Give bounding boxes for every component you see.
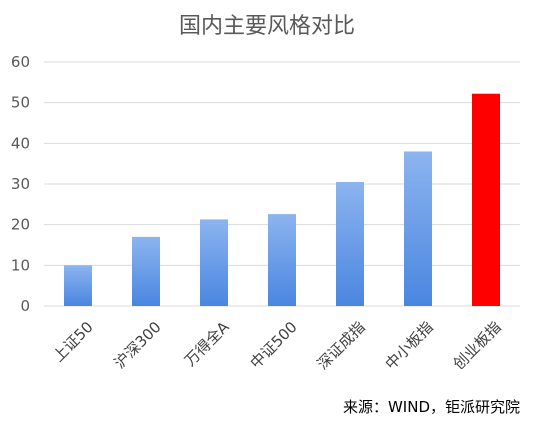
bar (336, 181, 364, 306)
x-tick-label: 沪深300 (111, 318, 165, 372)
bar (132, 236, 160, 306)
bar (472, 93, 500, 306)
y-axis-ticks: 0 10 20 30 40 50 60 (11, 53, 30, 315)
chart-title: 国内主要风格对比 (178, 14, 355, 39)
y-tick-label: 30 (11, 175, 30, 193)
source-note: 来源：WIND，钜派研究院 (342, 398, 520, 416)
bar (404, 151, 432, 306)
bar (64, 265, 92, 306)
y-tick-label: 20 (11, 216, 30, 234)
x-tick-label: 中证500 (247, 318, 301, 372)
x-tick-label: 万得全A (181, 318, 233, 370)
x-tick-label: 上证50 (49, 318, 96, 365)
y-tick-label: 40 (11, 134, 30, 152)
bars (64, 93, 500, 306)
x-axis-ticks: 上证50 沪深300 万得全A 中证500 深证成指 中小板指 创业板指 (49, 318, 504, 374)
y-tick-label: 0 (20, 297, 30, 315)
y-tick-label: 50 (11, 94, 30, 112)
x-tick-label: 深证成指 (314, 318, 369, 373)
bar (268, 214, 296, 306)
x-tick-label: 中小板指 (382, 318, 437, 373)
y-tick-label: 60 (11, 53, 30, 71)
y-tick-label: 10 (11, 256, 30, 274)
x-tick-label: 创业板指 (450, 318, 505, 373)
bar (200, 219, 228, 306)
